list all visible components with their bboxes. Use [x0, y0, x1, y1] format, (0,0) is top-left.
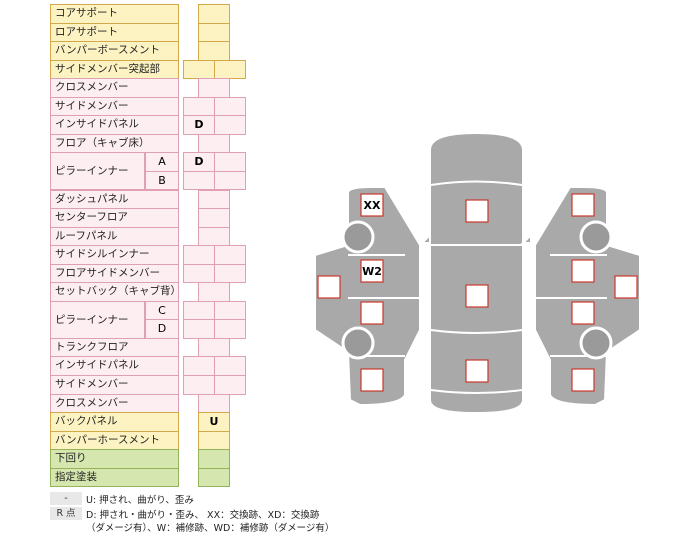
row-label: サイドシルインナー [50, 245, 179, 265]
grade-cell [198, 430, 230, 451]
grade-cell [214, 356, 246, 376]
grade-cell [198, 208, 230, 228]
row-label: バンパーボースメント [50, 41, 179, 61]
car-body-left [314, 186, 421, 407]
car-body-edge [419, 232, 431, 244]
grade-cell [198, 133, 230, 154]
row-label: 指定塗装 [50, 467, 179, 488]
grade-cell [183, 96, 215, 117]
check-box [571, 259, 595, 283]
check-box [465, 284, 489, 308]
grade-cell [183, 319, 215, 339]
legend-note: （ダメージ有）、W：補修跡、WD：補修跡（ダメージ有） [86, 523, 335, 534]
grade-cell: U [198, 412, 230, 432]
check-box [360, 301, 384, 325]
check-box [571, 368, 595, 392]
grade-cell [198, 467, 230, 488]
grade-cell [214, 245, 246, 265]
row-label: サイドメンバー [50, 375, 179, 395]
row-sub-label: D [145, 319, 179, 339]
grade-cell: D [183, 152, 215, 172]
panel-line [430, 180, 523, 394]
row-label: ダッシュパネル [50, 189, 179, 210]
row-label: クロスメンバー [50, 393, 179, 414]
check-box [360, 368, 384, 392]
legend-key: R 点 [50, 507, 82, 520]
grade-cell [198, 189, 230, 210]
mark-text: W2 [362, 265, 382, 278]
grade-cell [198, 393, 230, 414]
row-label: サイドメンバー [50, 96, 179, 117]
check-box [465, 199, 489, 223]
grade-cell [183, 59, 215, 80]
grade-cell [183, 300, 215, 321]
row-label: フロアサイドメンバー [50, 263, 179, 284]
row-label: インサイドパネル [50, 115, 179, 135]
grade-cell [198, 337, 230, 358]
wheel [341, 220, 375, 254]
row-label: コアサポート [50, 4, 179, 24]
grade-cell [214, 300, 246, 321]
row-label: ルーフパネル [50, 226, 179, 247]
grade-cell [214, 59, 246, 80]
legend-text: U: 押され、曲がり、歪み [86, 495, 194, 506]
car-body-edge [520, 232, 532, 244]
grade-cell [198, 226, 230, 247]
grade-cell [183, 375, 215, 395]
check-box [614, 275, 638, 299]
grade-cell [214, 152, 246, 172]
row-sub-label: A [145, 152, 179, 172]
row-label: クロスメンバー [50, 78, 179, 98]
row-label: 下回り [50, 449, 179, 469]
grade-cell [214, 263, 246, 284]
row-label: サイドメンバー突起部 [50, 59, 179, 80]
row-label: ピラーインナー [50, 152, 145, 191]
grade-cell [214, 96, 246, 117]
grade-cell [214, 115, 246, 135]
grade-cell [198, 22, 230, 43]
grade-cell [198, 4, 230, 24]
row-label: ロアサポート [50, 22, 179, 43]
grade-cell [198, 449, 230, 469]
legend-key: - [50, 492, 82, 505]
row-label: インサイドパネル [50, 356, 179, 376]
check-box [571, 301, 595, 325]
grade-cell: D [183, 115, 215, 135]
row-label: ピラーインナー [50, 300, 145, 339]
grade-cell [198, 78, 230, 98]
legend-text: D: 押され・曲がり・歪み、 XX：交換跡、XD：交換跡 [86, 510, 320, 521]
row-sub-label: C [145, 300, 179, 321]
row-sub-label: B [145, 170, 179, 191]
check-box [465, 359, 489, 383]
car-body-top [429, 131, 524, 415]
row-label: フロア（キャブ床） [50, 133, 179, 154]
row-label: バンパーホースメント [50, 430, 179, 451]
wheel [579, 220, 613, 254]
grade-cell [214, 319, 246, 339]
mark-text: XX [364, 199, 381, 212]
check-box [360, 193, 384, 217]
row-label: センターフロア [50, 208, 179, 228]
wheel [341, 326, 375, 360]
grade-cell [183, 245, 215, 265]
row-label: バックパネル [50, 412, 179, 432]
grade-cell [183, 170, 215, 191]
row-label: トランクフロア [50, 337, 179, 358]
grade-cell [183, 356, 215, 376]
row-label: セットバック（キャブ背） [50, 282, 181, 302]
grade-cell [214, 375, 246, 395]
car-body-right [534, 186, 641, 407]
wheel [579, 326, 613, 360]
grade-cell [214, 170, 246, 191]
grade-cell [183, 263, 215, 284]
check-box [317, 275, 341, 299]
check-box [360, 259, 384, 283]
check-box [571, 193, 595, 217]
grade-cell [198, 41, 230, 61]
grade-cell [198, 282, 230, 302]
